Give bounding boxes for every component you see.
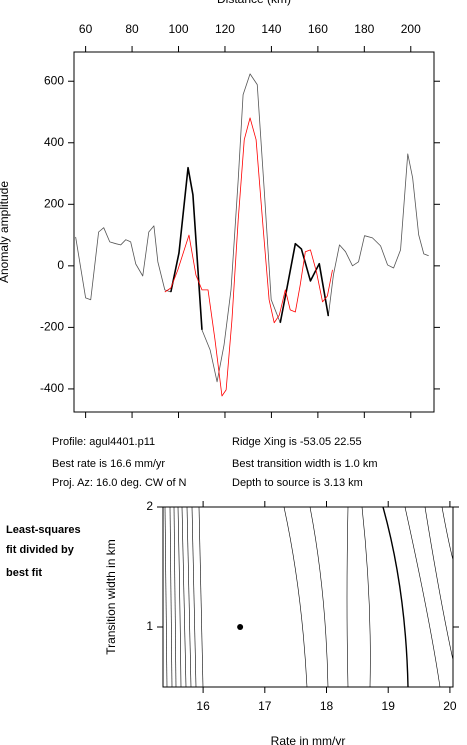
annotation: fit divided by xyxy=(6,544,75,556)
data-line xyxy=(279,242,330,323)
contour-line xyxy=(382,506,409,688)
data-line xyxy=(75,73,429,383)
y-axis-label: Transition width in km xyxy=(104,539,118,655)
x-tick-label: 140 xyxy=(261,22,281,36)
x-tick-label: 20 xyxy=(443,699,457,713)
y-tick-label: 1 xyxy=(146,619,153,633)
y-tick-label: -400 xyxy=(40,381,64,395)
contour-line xyxy=(164,506,168,688)
contour-line xyxy=(361,506,371,688)
x-tick-label: 180 xyxy=(354,22,374,36)
contour-line xyxy=(173,506,177,688)
annotation: Best rate is 16.6 mm/yr xyxy=(52,458,165,470)
annotation: Best transition width is 1.0 km xyxy=(232,458,378,470)
y-tick-label: 2 xyxy=(146,499,153,513)
contour-line xyxy=(441,506,454,561)
annotation: best fit xyxy=(6,567,42,579)
x-tick-label: 60 xyxy=(79,22,93,36)
annotation: Depth to source is 3.13 km xyxy=(232,477,363,489)
contour-line xyxy=(181,506,187,688)
x-axis-label: Rate in mm/yr xyxy=(271,734,346,745)
contour-line xyxy=(404,506,441,688)
contour-line xyxy=(177,506,182,688)
x-tick-label: 100 xyxy=(169,22,189,36)
x-axis-label: Distance (km) xyxy=(217,0,291,6)
x-tick-label: 80 xyxy=(125,22,139,36)
annotation: Profile: agul4401.p11 xyxy=(52,436,155,448)
y-axis-label: Anomaly amplitude xyxy=(0,181,11,283)
contour-line xyxy=(283,506,308,688)
contour-line xyxy=(198,506,204,688)
contour-line xyxy=(169,506,173,688)
x-tick-label: 16 xyxy=(196,699,210,713)
annotation: Ridge Xing is -53.05 22.55 xyxy=(232,436,362,448)
y-tick-label: -200 xyxy=(40,320,64,334)
x-tick-label: 120 xyxy=(215,22,235,36)
data-line xyxy=(164,117,333,397)
contour-line xyxy=(309,506,329,688)
plot-frame xyxy=(162,506,454,688)
annotation: Proj. Az: 16.0 deg. CW of N xyxy=(52,477,187,489)
y-tick-label: 200 xyxy=(44,196,64,210)
best-fit-point xyxy=(237,624,244,630)
x-tick-label: 160 xyxy=(308,22,328,36)
y-tick-label: 400 xyxy=(44,135,64,149)
x-tick-label: 200 xyxy=(401,22,421,36)
y-tick-label: 0 xyxy=(57,258,64,272)
contour-line xyxy=(346,506,349,688)
contour-line xyxy=(191,506,197,688)
contour-line xyxy=(186,506,192,688)
contour-lines xyxy=(164,506,454,688)
annotation: Least-squares xyxy=(6,524,81,536)
x-tick-label: 17 xyxy=(258,699,272,713)
contour-line xyxy=(424,506,454,661)
x-tick-label: 19 xyxy=(382,699,396,713)
data-line xyxy=(170,166,203,330)
plot-frame xyxy=(73,51,435,413)
y-tick-label: 600 xyxy=(44,73,64,87)
x-tick-label: 18 xyxy=(320,699,334,713)
